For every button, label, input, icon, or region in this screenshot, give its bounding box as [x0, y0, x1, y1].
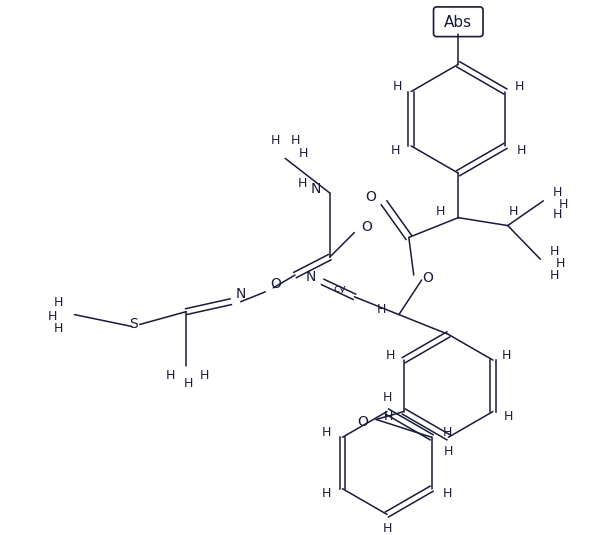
Text: H: H: [54, 296, 63, 309]
Text: H: H: [550, 269, 559, 281]
Text: H: H: [383, 391, 392, 404]
Text: H: H: [390, 144, 400, 157]
Text: H: H: [555, 257, 565, 270]
Text: H: H: [552, 208, 562, 221]
Text: H: H: [443, 426, 452, 439]
Text: H: H: [443, 487, 452, 500]
Text: H: H: [509, 205, 519, 218]
Text: H: H: [48, 310, 57, 323]
Text: O: O: [357, 415, 368, 430]
Text: H: H: [443, 445, 453, 457]
Text: H: H: [322, 426, 331, 439]
Text: H: H: [184, 377, 193, 391]
Text: H: H: [54, 322, 63, 335]
Text: H: H: [383, 410, 393, 423]
Text: N: N: [235, 287, 246, 301]
Text: N: N: [311, 182, 321, 196]
Text: H: H: [385, 349, 395, 362]
Text: H: H: [383, 522, 392, 535]
Text: H: H: [166, 370, 175, 383]
Text: Abs: Abs: [444, 16, 472, 30]
FancyBboxPatch shape: [433, 7, 483, 36]
Text: H: H: [514, 80, 524, 93]
Text: H: H: [502, 349, 511, 362]
Text: H: H: [552, 186, 562, 200]
Text: H: H: [271, 134, 280, 147]
Text: H: H: [558, 198, 568, 211]
Text: cy: cy: [333, 284, 346, 294]
Text: H: H: [297, 177, 307, 189]
Text: S: S: [129, 317, 138, 332]
Text: H: H: [393, 80, 402, 93]
Text: H: H: [298, 147, 308, 160]
Text: O: O: [365, 190, 375, 204]
Text: H: H: [517, 144, 526, 157]
Text: H: H: [504, 410, 513, 423]
Text: H: H: [550, 245, 559, 258]
Text: H: H: [436, 205, 445, 218]
Text: H: H: [322, 487, 331, 500]
Text: N: N: [306, 270, 316, 284]
Text: O: O: [422, 271, 433, 285]
Text: H: H: [377, 303, 386, 316]
Text: O: O: [361, 219, 372, 234]
Text: H: H: [199, 370, 209, 383]
Text: H: H: [290, 134, 300, 147]
Text: O: O: [270, 277, 281, 291]
